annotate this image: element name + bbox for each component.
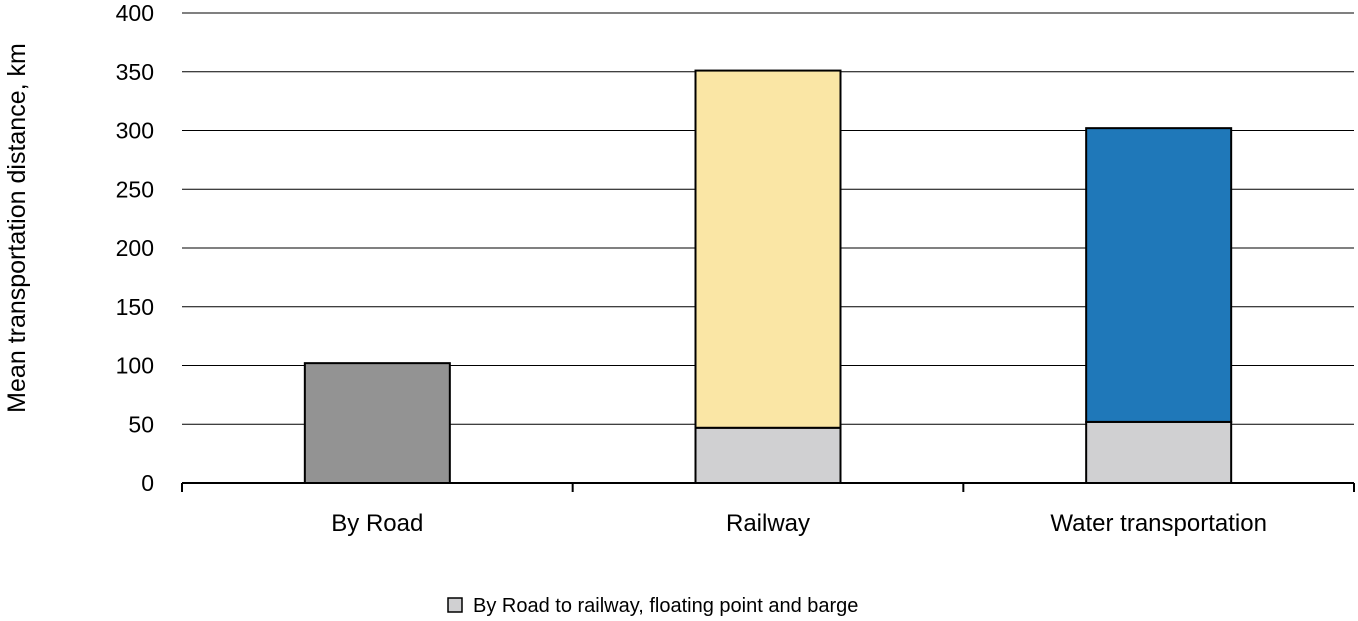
- bar-segment: [1085, 420, 1233, 484]
- y-axis-title: Mean transportation distance, km: [3, 43, 31, 413]
- y-tick-label: 300: [116, 118, 154, 144]
- x-category-label: By Road: [331, 510, 423, 537]
- y-tick-label: 250: [116, 176, 154, 202]
- y-tick-label: 400: [116, 0, 154, 26]
- bar-segment: [1085, 127, 1233, 423]
- y-tick-label: 50: [128, 411, 154, 437]
- x-category-label: Water transportation: [1050, 510, 1267, 537]
- bars: [303, 69, 1233, 484]
- y-tick-label: 350: [116, 59, 154, 85]
- axes: [181, 482, 1355, 492]
- y-tick-label: 200: [116, 235, 154, 261]
- tick-labels: 0 50 100 150 200 250 300 350 400 By Road Railway Wa…: [116, 0, 1267, 537]
- y-tick-label: 0: [141, 470, 154, 496]
- legend-label: By Road to railway, floating point and b…: [473, 595, 858, 617]
- y-tick-label: 150: [116, 294, 154, 320]
- y-tick-label: 100: [116, 353, 154, 379]
- bar-segment: [303, 362, 451, 484]
- legend-swatch: [447, 597, 463, 613]
- x-category-label: Railway: [726, 510, 810, 537]
- legend: By Road to railway, floating point and b…: [447, 595, 858, 617]
- bar-segment: [694, 426, 842, 484]
- bar-segment: [694, 69, 842, 429]
